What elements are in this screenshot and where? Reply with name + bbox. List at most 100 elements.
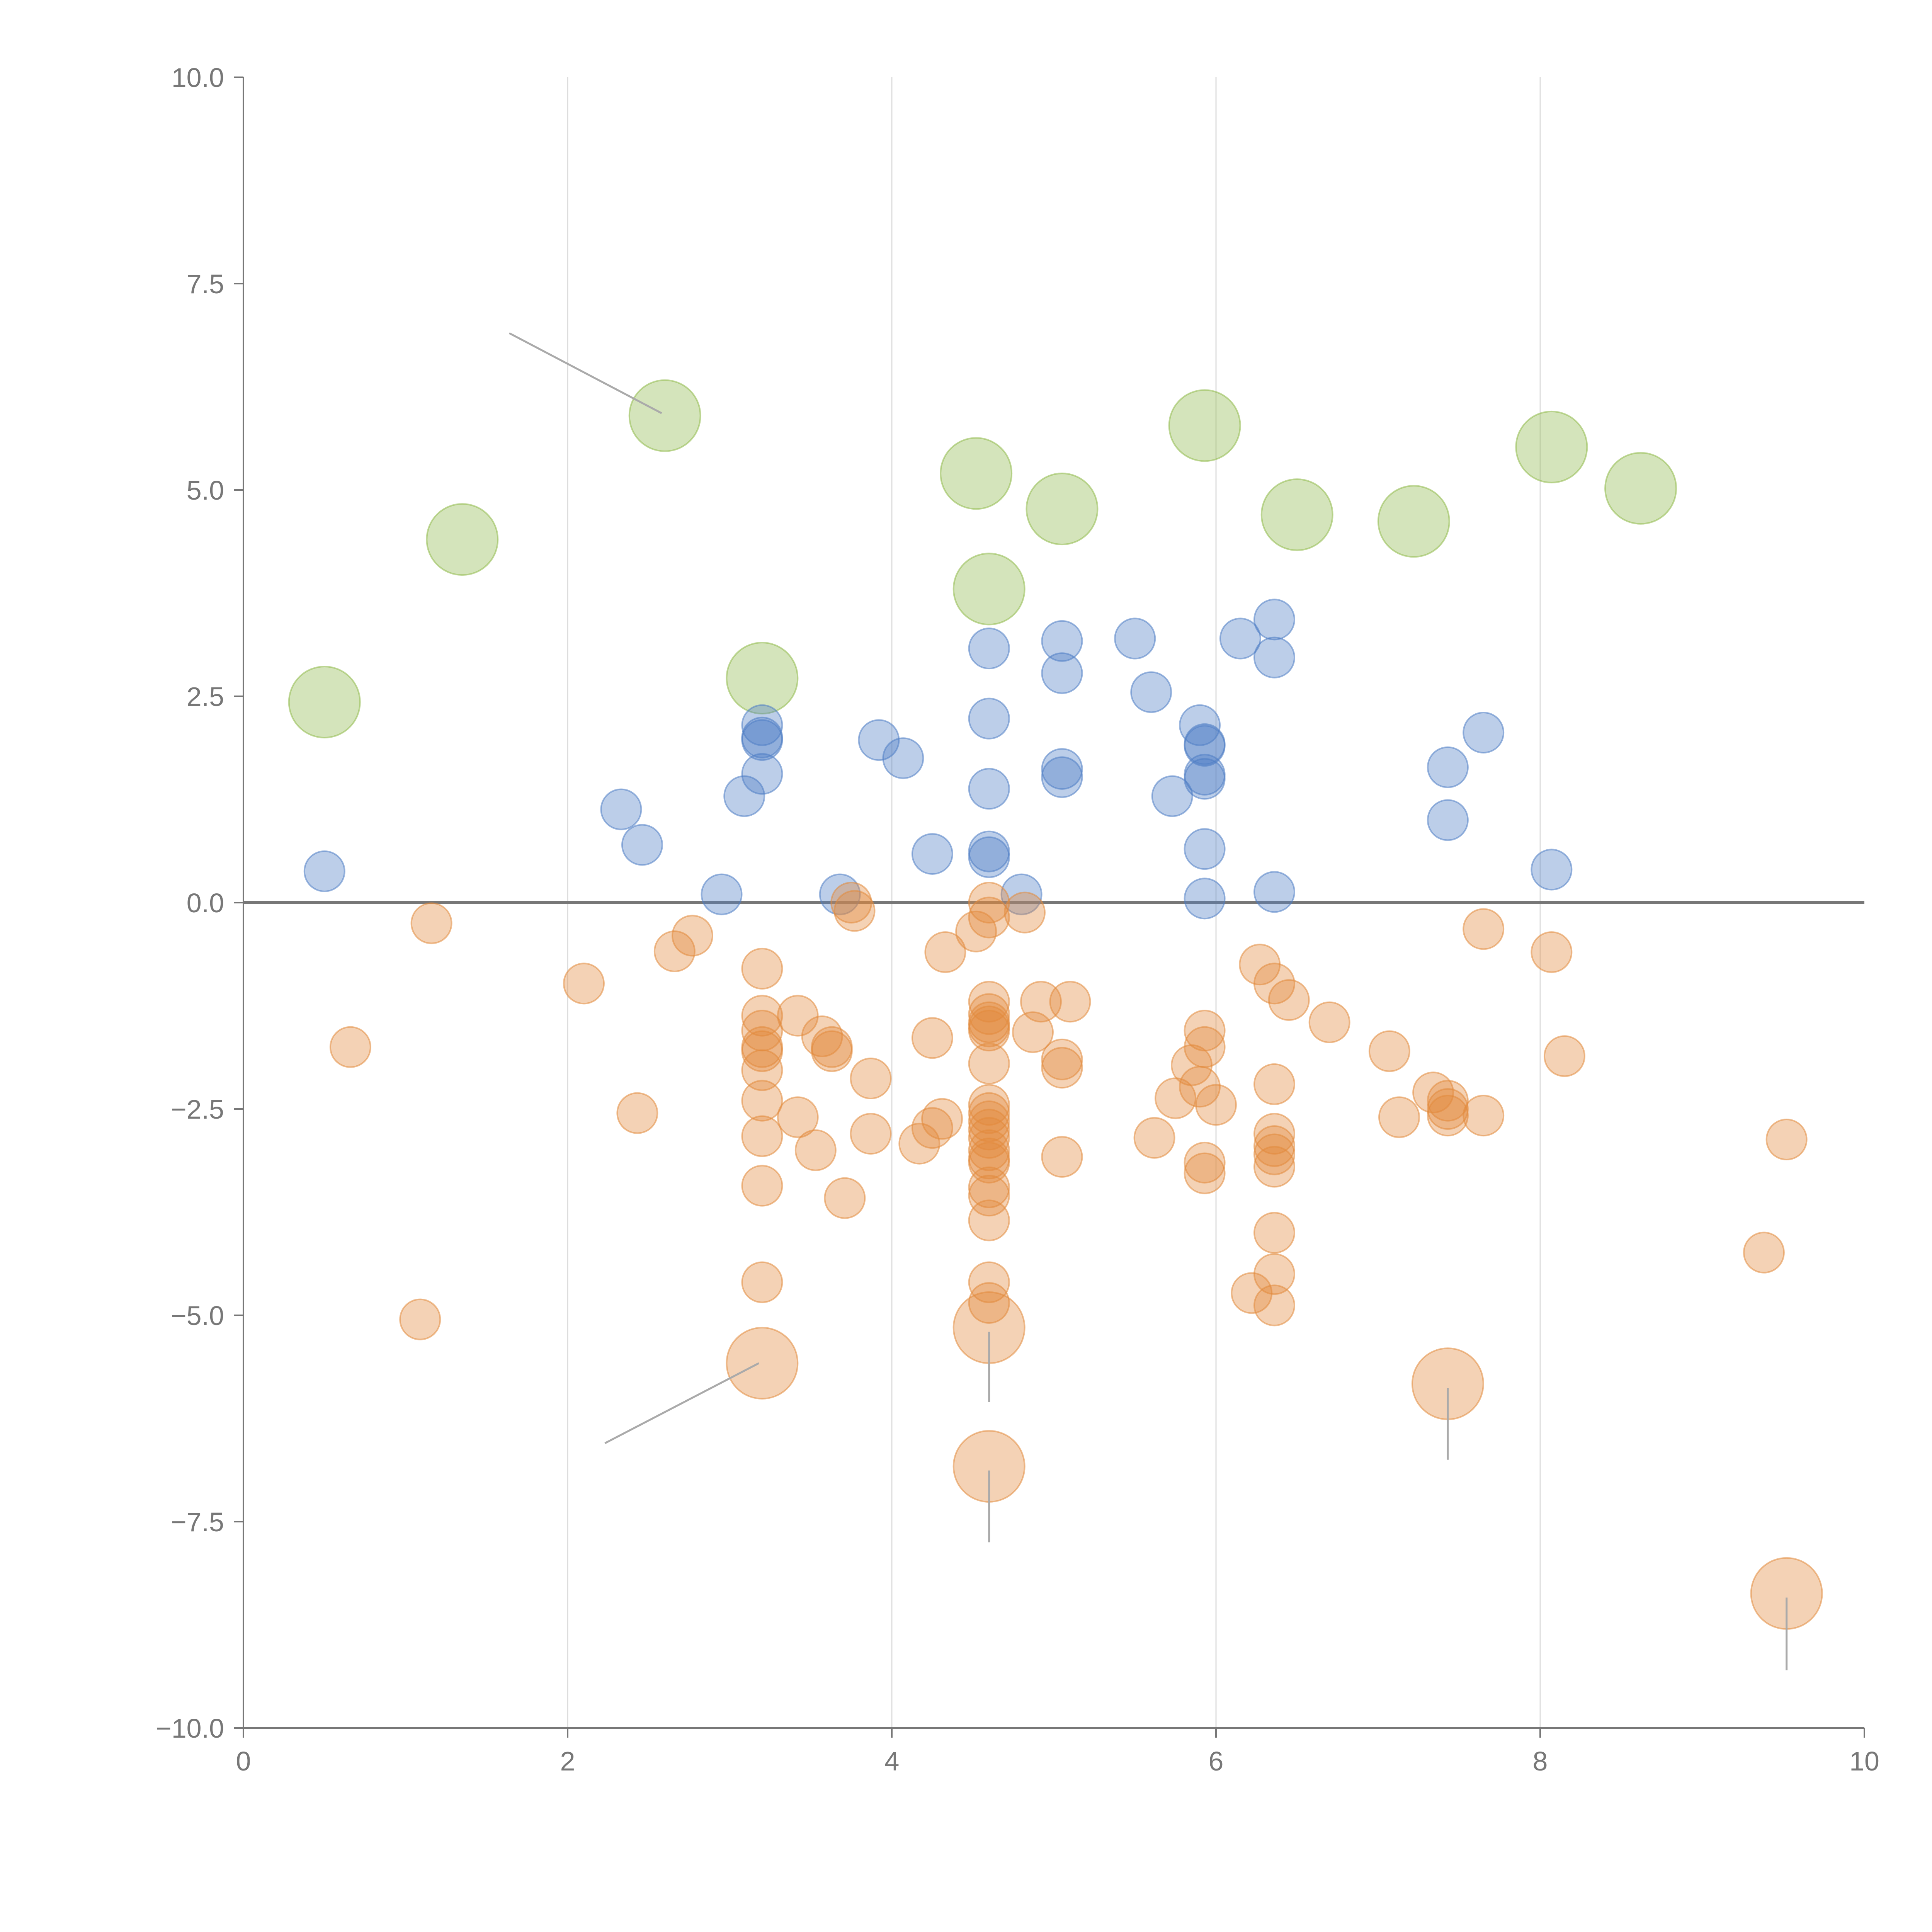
orange-point	[1412, 1071, 1454, 1114]
orange-point	[968, 1129, 1010, 1171]
orange-point	[1041, 1038, 1083, 1080]
orange-point	[968, 1100, 1010, 1143]
x-tick-label: 2	[560, 1746, 575, 1776]
blue-point	[723, 775, 765, 817]
blue-point	[303, 850, 345, 892]
orange-point	[1253, 1063, 1296, 1105]
orange-point	[1253, 1253, 1296, 1295]
y-tick-label: −7.5	[171, 1507, 224, 1537]
blue-point	[741, 704, 783, 746]
orange-point	[1184, 1026, 1226, 1068]
blue-point	[1531, 849, 1573, 891]
blue-point	[968, 830, 1010, 872]
blue-point	[1253, 599, 1296, 641]
blue-point	[1463, 711, 1505, 753]
blue-point	[1151, 775, 1193, 817]
orange-point	[1463, 908, 1505, 950]
y-tick-label: −2.5	[171, 1094, 224, 1124]
orange-point	[563, 963, 605, 1005]
leader-line	[604, 1362, 760, 1444]
orange-point	[968, 1084, 1010, 1126]
orange-point	[968, 1010, 1010, 1052]
orange-point	[1427, 1095, 1469, 1137]
orange-point	[1463, 1095, 1505, 1137]
blue-point	[1253, 636, 1296, 679]
orange-point	[968, 1092, 1010, 1134]
green-point	[940, 437, 1013, 510]
blue-point	[1184, 758, 1226, 800]
y-tick-label: 0.0	[187, 888, 224, 918]
blue-point	[1184, 828, 1226, 870]
orange-point	[1253, 963, 1296, 1005]
orange-point	[968, 1175, 1010, 1217]
blue-point	[1219, 617, 1261, 660]
blue-point	[741, 716, 783, 759]
orange-point	[1531, 931, 1573, 973]
orange-point	[924, 931, 966, 973]
leader-line	[509, 332, 662, 414]
orange-point	[1368, 1030, 1410, 1072]
orange-point	[824, 1177, 866, 1219]
orange-point	[741, 1049, 783, 1091]
blue-point	[1041, 756, 1083, 798]
orange-point	[1743, 1231, 1785, 1274]
orange-point	[1049, 981, 1091, 1023]
orange-point	[1308, 1001, 1350, 1043]
orange-point	[741, 947, 783, 990]
orange-point	[1003, 891, 1046, 934]
orange-point	[1184, 1010, 1226, 1052]
orange-point	[850, 1057, 892, 1099]
orange-point	[794, 1129, 837, 1171]
green-point	[288, 665, 361, 738]
orange-point	[921, 1098, 963, 1140]
blue-point	[882, 737, 924, 779]
orange-point	[911, 1017, 953, 1059]
y-tick-label: 7.5	[187, 269, 224, 299]
orange-point	[1543, 1035, 1585, 1077]
orange-point	[850, 1113, 892, 1155]
blue-point	[968, 768, 1010, 810]
blue-point	[1427, 746, 1469, 788]
blue-point	[621, 824, 663, 866]
orange-point	[968, 1166, 1010, 1208]
y-tick-label: 5.0	[187, 475, 224, 505]
x-tick-label: 10	[1849, 1746, 1879, 1776]
orange-point	[1253, 1284, 1296, 1327]
orange-point	[1195, 1084, 1237, 1126]
blue-point	[911, 833, 953, 875]
orange-point	[833, 890, 876, 932]
orange-point	[741, 1115, 783, 1157]
blue-point	[741, 753, 783, 795]
y-tick-label: −10.0	[156, 1713, 224, 1743]
x-tick-label: 8	[1533, 1746, 1548, 1776]
green-point	[1260, 478, 1333, 551]
blue-point	[1184, 878, 1226, 920]
blue-point	[1130, 671, 1172, 713]
green-point	[726, 642, 799, 715]
orange-point	[1427, 1080, 1469, 1122]
orange-point	[399, 1298, 441, 1340]
blue-point	[819, 873, 861, 915]
orange-point	[616, 1092, 658, 1134]
y-tick-label: 2.5	[187, 682, 224, 712]
blue-point	[600, 788, 642, 830]
green-point	[1026, 473, 1099, 546]
data-points	[288, 379, 1823, 1630]
blue-point	[701, 873, 743, 915]
blue-point	[1427, 799, 1469, 841]
orange-point	[1020, 981, 1062, 1023]
orange-point	[672, 915, 714, 957]
green-point	[426, 503, 499, 576]
orange-point	[777, 1096, 819, 1138]
axes: 0 2 4 6 8 10 10.0 7.5 5.0 2.5 0.0 −2.5 −5.0 −7.5 −10.0	[156, 63, 1879, 1776]
orange-point	[741, 1261, 783, 1303]
x-tick-label: 4	[884, 1746, 900, 1776]
orange-point	[1041, 1047, 1083, 1089]
orange-point	[741, 1165, 783, 1207]
orange-point	[968, 1199, 1010, 1242]
blue-point	[968, 697, 1010, 740]
orange-point	[741, 1030, 783, 1072]
y-tick-label: 10.0	[172, 63, 224, 93]
green-point	[1515, 410, 1588, 483]
orange-point	[955, 910, 997, 952]
